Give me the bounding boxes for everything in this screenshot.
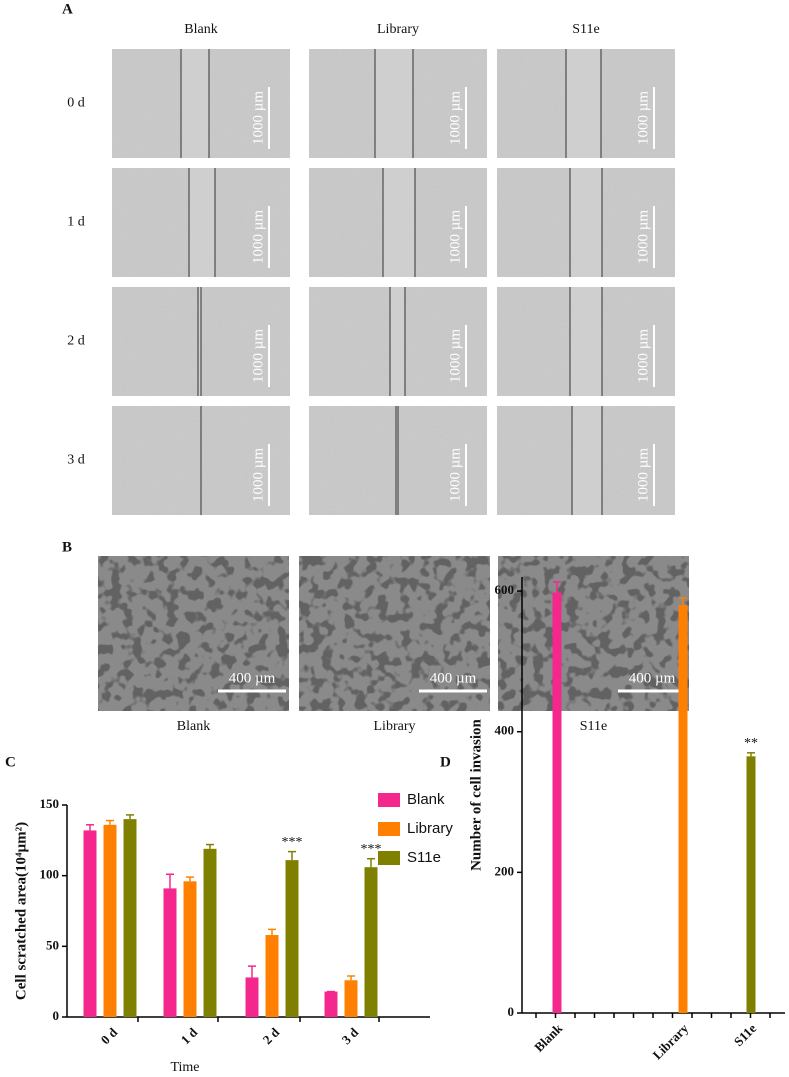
bar (364, 867, 378, 1017)
y-tick-label: 0 (53, 1008, 60, 1023)
column-label: S11e (580, 719, 607, 734)
x-tick-label: 1 d (178, 1024, 201, 1047)
significance-label: ** (744, 736, 758, 751)
x-tick-label: 2 d (260, 1024, 283, 1047)
column-label: S11e (572, 22, 599, 37)
row-label: 0 d (67, 96, 85, 111)
scale-bar-label: 1000 µm (635, 91, 651, 145)
bar (324, 991, 338, 1017)
scratch-gap (383, 168, 415, 277)
x-tick-label: 0 d (98, 1024, 121, 1047)
x-axis-label: Time (170, 1060, 199, 1075)
scale-bar-label: 1000 µm (447, 210, 463, 264)
panel-label: D (440, 754, 451, 770)
scale-bar-label: 1000 µm (635, 448, 651, 502)
scratch-gap (390, 287, 405, 396)
bar (203, 848, 217, 1017)
y-tick-label: 50 (46, 937, 59, 952)
legend-swatch (378, 851, 400, 865)
scale-bar-label: 1000 µm (250, 210, 266, 264)
bar (344, 980, 358, 1017)
scratch-gap (566, 49, 601, 158)
y-tick-label: 150 (40, 796, 60, 811)
micrograph-texture (98, 556, 289, 711)
x-tick-label: 3 d (339, 1024, 362, 1047)
bar (163, 888, 177, 1017)
y-tick-label: 200 (495, 863, 515, 878)
scratch-gap (375, 49, 413, 158)
bar (123, 819, 137, 1017)
panel-label: A (62, 1, 73, 17)
scratch-gap (570, 168, 602, 277)
significance-label: *** (361, 842, 382, 857)
bar (552, 592, 562, 1013)
legend-label: S11e (407, 849, 441, 866)
x-tick-label: Blank (531, 1020, 566, 1055)
panel-label: B (62, 539, 72, 555)
bar (678, 605, 688, 1013)
bar (103, 824, 117, 1017)
scale-bar-label: 1000 µm (447, 329, 463, 383)
scratch-gap (396, 406, 398, 515)
column-label: Library (374, 719, 416, 734)
bar (83, 830, 97, 1017)
bar (265, 935, 279, 1017)
legend-swatch (378, 822, 400, 836)
scratch-gap (181, 49, 209, 158)
row-label: 2 d (67, 334, 85, 349)
panel-label: C (5, 754, 16, 770)
scale-bar-label: 1000 µm (447, 91, 463, 145)
y-tick-label: 100 (40, 867, 60, 882)
legend-swatch (378, 793, 400, 807)
bar (245, 977, 259, 1017)
row-label: 1 d (67, 215, 85, 230)
scale-bar-label: 1000 µm (635, 210, 651, 264)
micrograph-texture (498, 556, 689, 711)
scale-bar-label: 1000 µm (447, 448, 463, 502)
x-tick-label: S11e (731, 1020, 760, 1049)
y-tick-label: 400 (495, 723, 515, 738)
column-label: Blank (184, 22, 217, 37)
scale-bar-label: 400 µm (629, 670, 676, 686)
y-tick-label: 600 (495, 582, 515, 597)
y-axis-label: Cell scratched area(10⁴µm²) (13, 822, 29, 1000)
scratch-gap (572, 406, 602, 515)
scratch-gap (570, 287, 602, 396)
legend-label: Library (407, 820, 453, 837)
scratch-gap (189, 168, 215, 277)
bar (183, 881, 197, 1017)
significance-label: *** (282, 835, 303, 850)
scale-bar-label: 1000 µm (635, 329, 651, 383)
bar (285, 860, 299, 1017)
scale-bar-label: 1000 µm (250, 448, 266, 502)
column-label: Blank (177, 719, 210, 734)
row-label: 3 d (67, 453, 85, 468)
scratch-gap (198, 287, 201, 396)
y-axis-label: Number of cell invasion (468, 718, 484, 870)
legend-label: Blank (407, 791, 445, 808)
micrograph-texture (299, 556, 490, 711)
figure-body: A Blank Library S11e 0 d 1000 µm 1000 µm 1000 µ… (5, 1, 785, 1075)
scale-bar-label: 1000 µm (250, 329, 266, 383)
scale-bar-label: 400 µm (229, 670, 276, 686)
column-label: Library (377, 22, 419, 37)
bar (746, 756, 756, 1013)
x-tick-label: Library (649, 1020, 691, 1062)
scale-bar-label: 400 µm (430, 670, 477, 686)
y-tick-label: 0 (508, 1004, 515, 1019)
scale-bar-label: 1000 µm (250, 91, 266, 145)
